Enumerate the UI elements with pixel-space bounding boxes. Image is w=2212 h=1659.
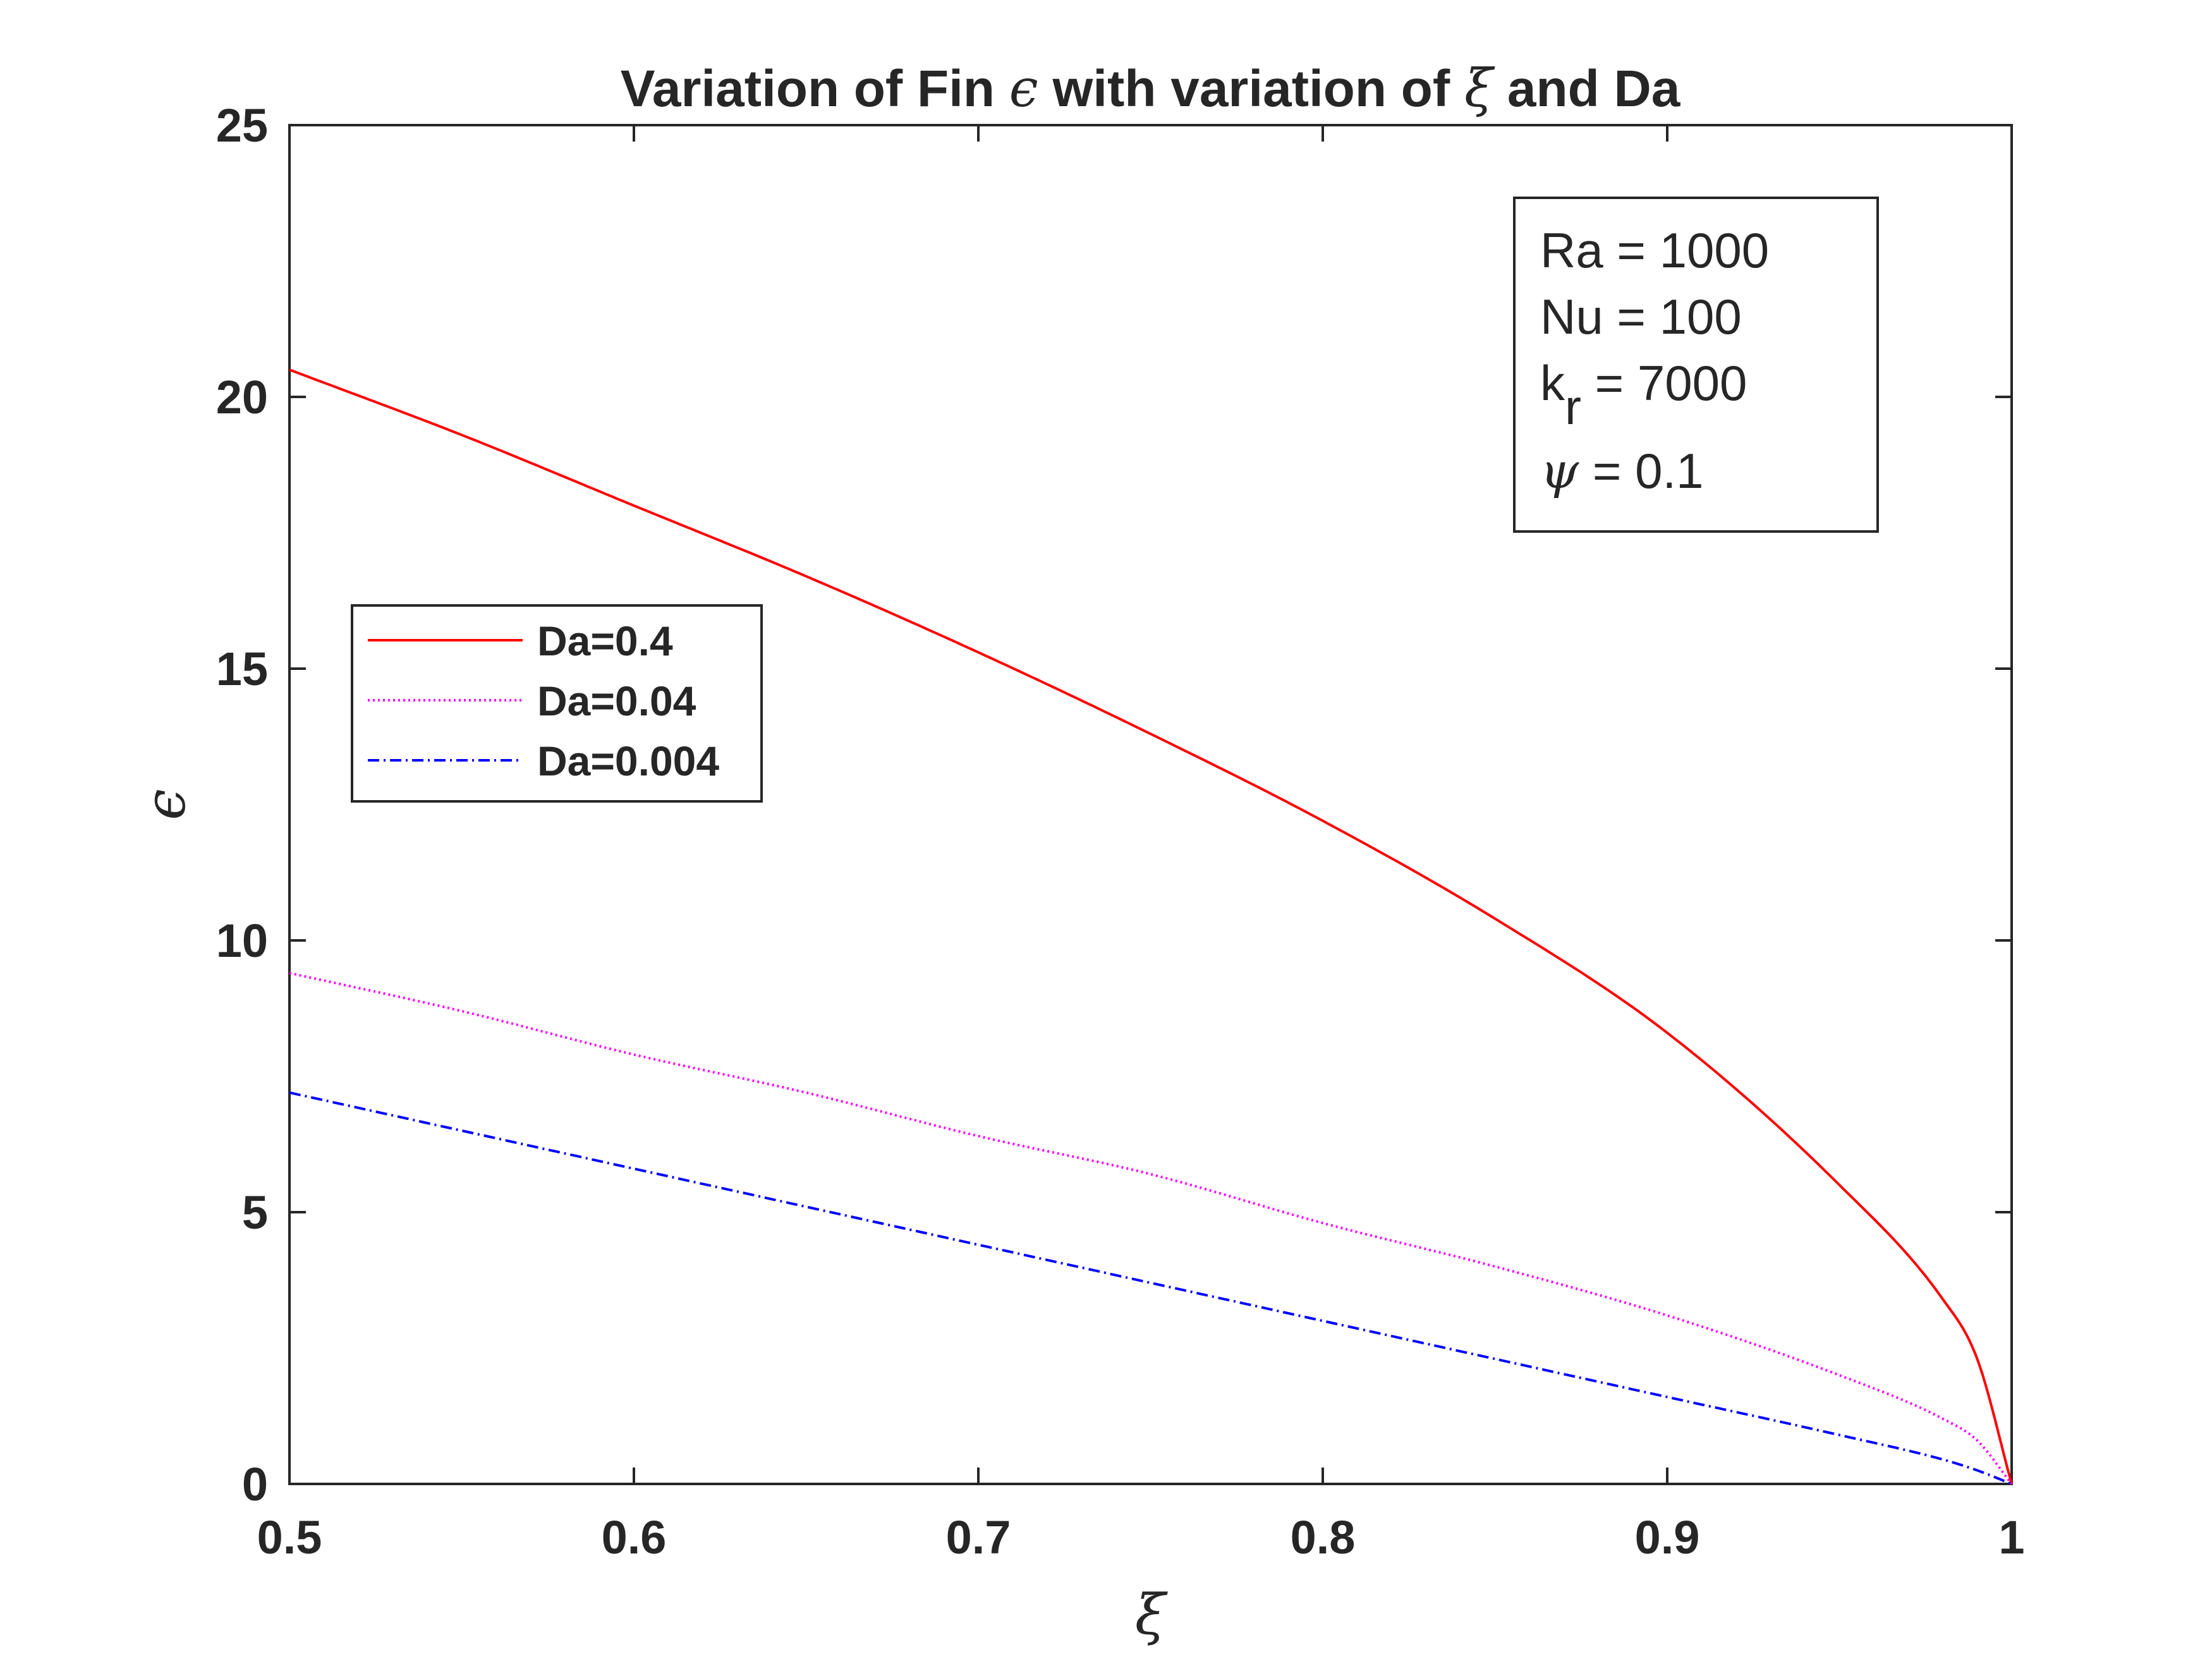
legend-label: Da=0.04 bbox=[537, 678, 696, 724]
x-tick-label: 0.6 bbox=[602, 1511, 667, 1564]
x-axis-label: ξ bbox=[1135, 1582, 1169, 1647]
annotation-ra: Ra = 1000 bbox=[1540, 222, 1769, 278]
x-tick-label: 0.7 bbox=[946, 1511, 1011, 1564]
y-tick-label: 5 bbox=[242, 1186, 268, 1239]
annotation-kr-base: k bbox=[1540, 355, 1565, 411]
legend-label: Da=0.4 bbox=[537, 617, 673, 664]
legend-items: Da=0.4 Da=0.04 Da=0.004 bbox=[368, 617, 719, 784]
title-suffix: and Da bbox=[1493, 60, 1681, 118]
title-xi-symbol: ξ bbox=[1464, 59, 1495, 119]
x-tick-label: 0.9 bbox=[1635, 1511, 1700, 1564]
legend: Da=0.4 Da=0.04 Da=0.004 bbox=[351, 604, 763, 803]
annotation-psi: ψ = 0.1 bbox=[1540, 443, 1704, 500]
annotation-kr-value: = 7000 bbox=[1581, 355, 1747, 411]
x-tick-label: 0.8 bbox=[1291, 1511, 1356, 1564]
title-prefix: Variation of Fin bbox=[621, 60, 1009, 118]
series-line-1 bbox=[289, 368, 2013, 1485]
title-middle: with variation of bbox=[1038, 60, 1464, 118]
annotation-kr: kr = 7000 bbox=[1540, 355, 1747, 435]
parameter-annotation: Ra = 1000 Nu = 100 kr = 7000 ψ = 0.1 bbox=[1513, 197, 1879, 533]
series-layer bbox=[289, 368, 2013, 1485]
y-tick-label: 25 bbox=[216, 99, 268, 152]
annotation-psi-symbol: ψ bbox=[1540, 443, 1579, 500]
x-tick-label: 1 bbox=[1998, 1511, 2024, 1564]
legend-box bbox=[351, 604, 763, 803]
legend-label: Da=0.004 bbox=[537, 738, 719, 784]
y-tick-label: 15 bbox=[216, 643, 268, 695]
y-tick-label: 0 bbox=[242, 1458, 268, 1510]
annotation-psi-value: = 0.1 bbox=[1579, 443, 1703, 499]
annotation-kr-subscript: r bbox=[1565, 379, 1581, 435]
annotation-nu: Nu = 100 bbox=[1540, 289, 1742, 344]
chart-title: Variation of Fin ϵ with variation of ξ a… bbox=[621, 59, 1681, 119]
y-axis-label: ϵ bbox=[133, 789, 198, 820]
x-tick-label: 0.5 bbox=[257, 1511, 322, 1564]
y-tick-label: 20 bbox=[216, 371, 268, 423]
annotation-box bbox=[1513, 197, 1879, 533]
y-tick-label: 10 bbox=[216, 915, 268, 967]
series-line-2 bbox=[289, 971, 2013, 1485]
title-epsilon-symbol: ϵ bbox=[1009, 59, 1038, 119]
